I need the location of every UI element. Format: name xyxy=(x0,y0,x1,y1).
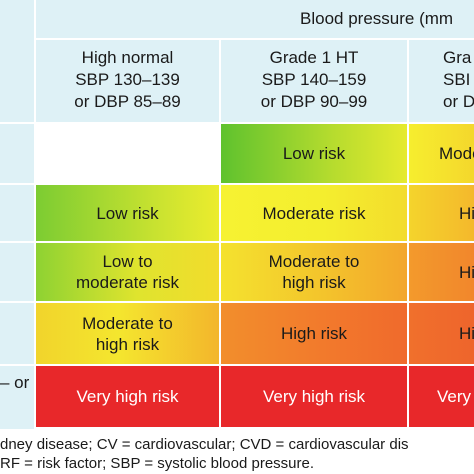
risk-cell-r2-c1: Low risk xyxy=(36,185,219,241)
row-divider-1 xyxy=(0,183,474,185)
column-header-grade2-ht: Gra SBI or DI xyxy=(443,48,474,111)
row-label-r5: – or xyxy=(0,373,30,392)
risk-cell-r1-c1 xyxy=(36,124,219,183)
row-divider-2 xyxy=(0,241,474,243)
column-header-grade1-ht: Grade 1 HT SBP 140–159 or DBP 90–99 xyxy=(260,48,368,111)
column-divider-0 xyxy=(34,0,36,429)
risk-cell-r4-c1: Moderate to high risk xyxy=(36,303,219,364)
risk-cell-r4-c2: High risk xyxy=(221,303,407,364)
risk-cell-r1-c3: Mode xyxy=(409,124,474,183)
risk-cell-r3-c2: Moderate to high risk xyxy=(221,243,407,301)
risk-cell-r3-c3: Hi xyxy=(409,243,474,301)
row-divider-3 xyxy=(0,301,474,303)
footnote-line-1: dney disease; CV = cardiovascular; CVD =… xyxy=(0,436,409,453)
header-divider xyxy=(36,38,474,40)
column-header-high-normal: High normal SBP 130–139 or DBP 85–89 xyxy=(74,48,181,111)
column-divider-1 xyxy=(219,38,221,429)
footnote-line-2: RF = risk factor; SBP = systolic blood p… xyxy=(0,455,315,472)
blood-pressure-group-title: Blood pressure (mm xyxy=(300,9,454,28)
row-divider-4 xyxy=(0,364,474,366)
risk-cell-r4-c3: Hi xyxy=(409,303,474,364)
risk-cell-r1-c2: Low risk xyxy=(221,124,407,183)
risk-cell-r2-c3: Hi xyxy=(409,185,474,241)
column-divider-2 xyxy=(407,38,409,429)
risk-cell-r5-c3: Very xyxy=(409,366,474,427)
risk-cell-r5-c2: Very high risk xyxy=(221,366,407,427)
row-label-column xyxy=(0,124,36,429)
risk-cell-r5-c1: Very high risk xyxy=(36,366,219,427)
row-divider-0 xyxy=(0,122,474,124)
risk-cell-r2-c2: Moderate risk xyxy=(221,185,407,241)
risk-cell-r3-c1: Low to moderate risk xyxy=(36,243,219,301)
table-header xyxy=(0,0,474,124)
